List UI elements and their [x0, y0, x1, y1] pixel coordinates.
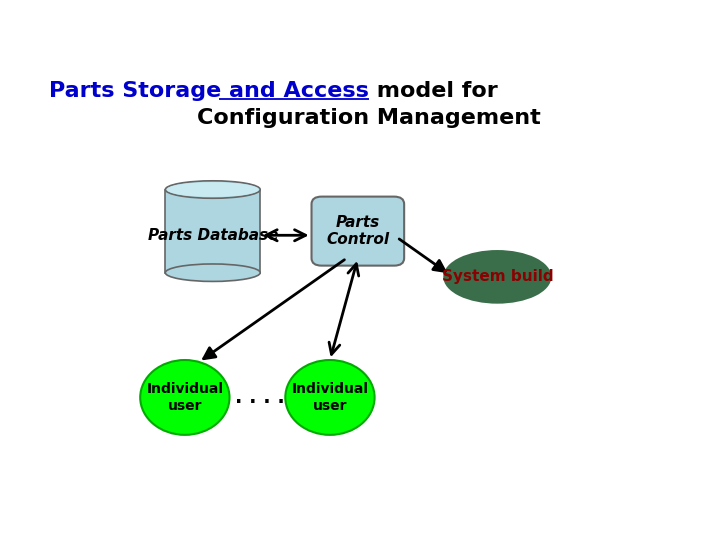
Ellipse shape: [167, 182, 258, 197]
Text: Individual
user: Individual user: [292, 382, 369, 413]
Text: Configuration Management: Configuration Management: [197, 109, 541, 129]
Text: . . . .: . . . .: [235, 388, 285, 407]
Text: model for: model for: [369, 82, 498, 102]
Ellipse shape: [166, 181, 260, 198]
Ellipse shape: [140, 360, 230, 435]
Ellipse shape: [166, 264, 260, 281]
Text: Parts Database: Parts Database: [148, 228, 278, 243]
FancyBboxPatch shape: [312, 197, 404, 266]
Text: Parts Storage and Access: Parts Storage and Access: [49, 82, 369, 102]
Bar: [166, 190, 260, 273]
Ellipse shape: [285, 360, 374, 435]
Text: Individual
user: Individual user: [146, 382, 223, 413]
Ellipse shape: [444, 251, 550, 302]
Text: System build: System build: [441, 269, 553, 285]
Text: Parts
Control: Parts Control: [326, 215, 390, 247]
